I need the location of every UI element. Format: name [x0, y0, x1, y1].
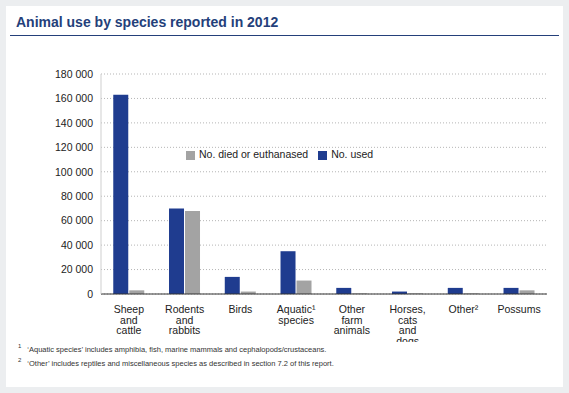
svg-text:180 000: 180 000 [55, 68, 93, 80]
svg-text:60 000: 60 000 [61, 214, 93, 226]
html-text:1: 1 [18, 343, 22, 349]
svg-text:120 000: 120 000 [55, 141, 93, 153]
svg-text:Horses,catsanddogs: Horses,catsanddogs [390, 303, 426, 342]
svg-text:160 000: 160 000 [55, 92, 93, 104]
html-text:No. died or euthanased: No. died or euthanased [199, 148, 309, 160]
svg-text:Otherfarmanimals: Otherfarmanimals [334, 303, 370, 336]
svg-text:Possums: Possums [498, 303, 541, 315]
svg-text:Birds: Birds [228, 303, 252, 315]
svg-text:80 000: 80 000 [61, 190, 93, 202]
svg-text:140 000: 140 000 [55, 117, 93, 129]
svg-text:20 000: 20 000 [61, 263, 93, 275]
html-text:2: 2 [18, 356, 22, 363]
svg-text:Sheepandcattle: Sheepandcattle [114, 303, 145, 336]
svg-text:Aquatic¹species: Aquatic¹species [277, 303, 316, 326]
html-text:No. used: No. used [331, 148, 374, 160]
html-text:Animal use by species reported: Animal use by species reported in 2012 [16, 14, 279, 30]
svg-text:100 000: 100 000 [55, 166, 93, 178]
svg-text:Other²: Other² [448, 303, 478, 315]
html-text:‘Aquatic species’ includes amp: ‘Aquatic species’ includes amphibia, fis… [27, 344, 327, 354]
svg-text:Rodentsandrabbits: Rodentsandrabbits [165, 303, 204, 336]
svg-text:0: 0 [87, 288, 93, 300]
svg-text:40 000: 40 000 [61, 239, 93, 251]
html-text:‘Other’ includes reptiles and: ‘Other’ includes reptiles and miscellane… [27, 358, 334, 367]
